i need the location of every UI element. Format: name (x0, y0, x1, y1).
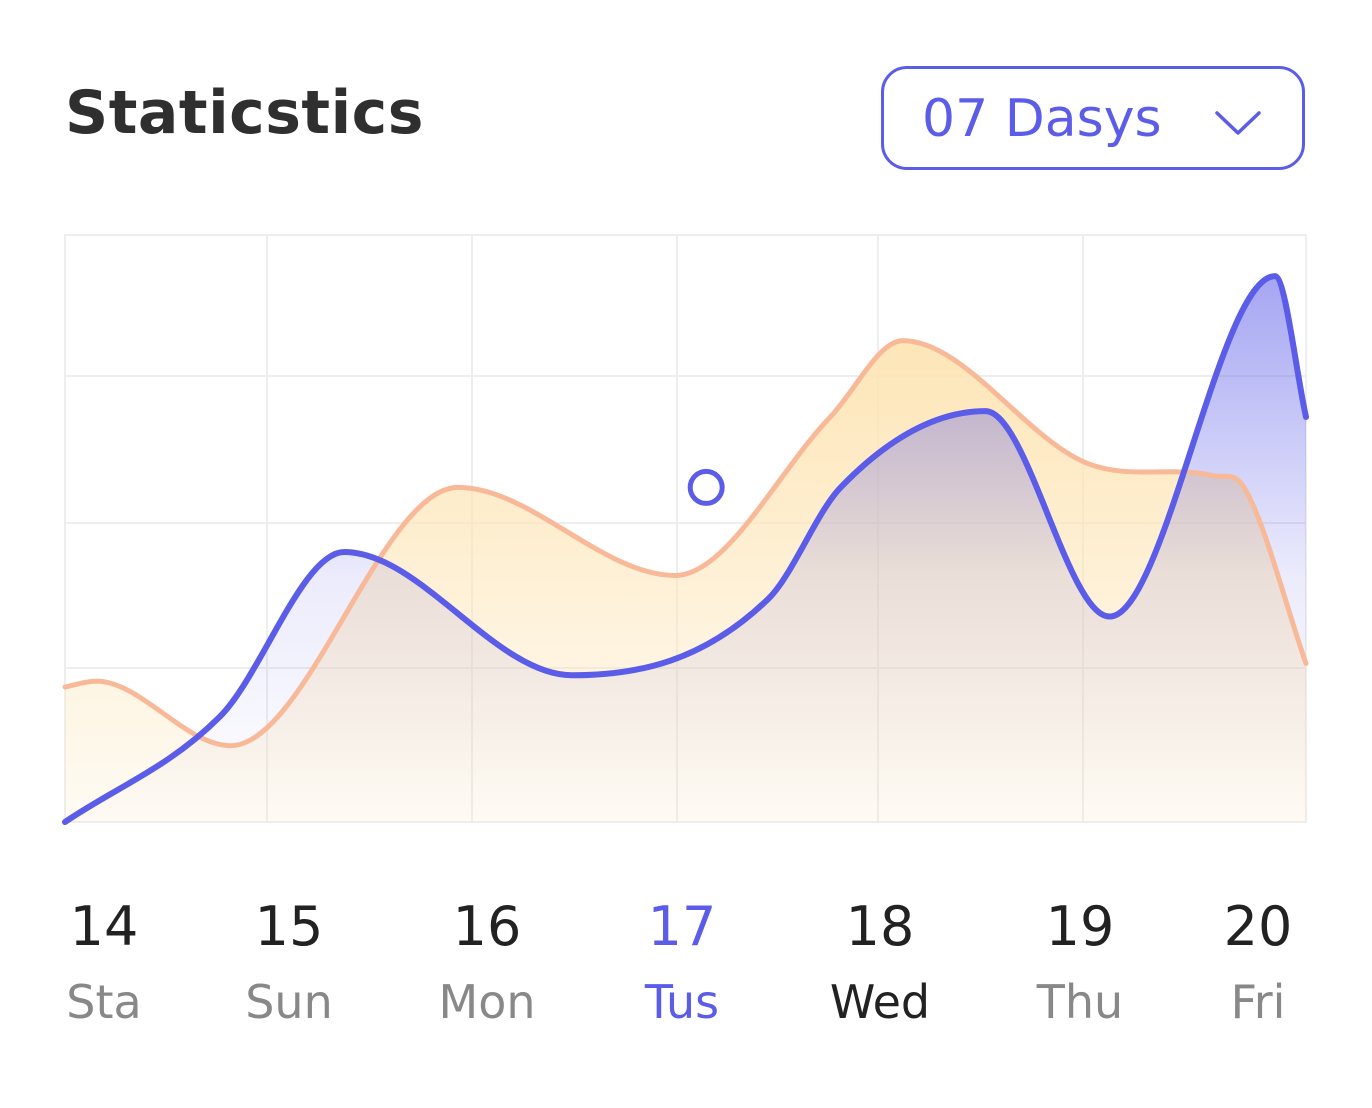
range-select[interactable]: 07 Dasys (881, 66, 1305, 170)
day-name[interactable]: Sta (66, 975, 142, 1029)
highlight-point (687, 468, 725, 506)
day-number[interactable]: 20 (1223, 895, 1293, 958)
day-number[interactable]: 14 (69, 895, 139, 958)
day-name[interactable]: Tus (644, 975, 720, 1029)
day-number[interactable]: 18 (845, 895, 915, 958)
chevron-down-icon (1215, 111, 1261, 135)
day-number[interactable]: 19 (1045, 895, 1115, 958)
day-number[interactable]: 16 (452, 895, 522, 958)
series-line-1 (62, 338, 1309, 749)
day-number[interactable]: 15 (254, 895, 324, 958)
day-name[interactable]: Mon (438, 975, 536, 1029)
chart-lines (62, 273, 1309, 825)
day-name[interactable]: Thu (1036, 975, 1124, 1029)
chart-fills (65, 276, 1306, 822)
day-name[interactable]: Fri (1230, 975, 1286, 1029)
chart-points (687, 468, 725, 506)
range-select-label: 07 Dasys (922, 89, 1162, 149)
day-number[interactable]: 17 (647, 895, 717, 958)
series-line-0 (62, 273, 1309, 825)
day-name[interactable]: Sun (245, 975, 333, 1029)
page-title: Staticstics (65, 78, 424, 148)
series-area-0 (65, 276, 1306, 822)
day-name[interactable]: Wed (829, 975, 931, 1029)
